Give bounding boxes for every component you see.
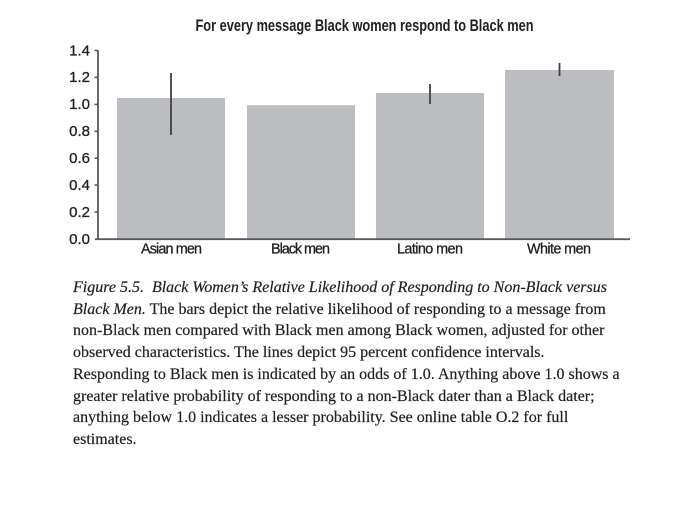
svg-text:0.4: 0.4 — [69, 177, 90, 194]
svg-text:0.6: 0.6 — [69, 150, 90, 167]
svg-text:Black men: Black men — [271, 241, 330, 257]
svg-text:1.4: 1.4 — [69, 42, 90, 59]
svg-text:0.0: 0.0 — [69, 231, 90, 248]
svg-text:White men: White men — [527, 241, 591, 257]
svg-text:Latino men: Latino men — [397, 241, 463, 257]
svg-text:1.0: 1.0 — [69, 96, 90, 113]
svg-text:1.2: 1.2 — [69, 69, 90, 86]
svg-text:0.8: 0.8 — [69, 123, 90, 140]
svg-text:Asian men: Asian men — [141, 241, 202, 257]
svg-text:For every message Black women: For every message Black women respond to… — [196, 17, 534, 35]
svg-text:0.2: 0.2 — [69, 204, 90, 221]
